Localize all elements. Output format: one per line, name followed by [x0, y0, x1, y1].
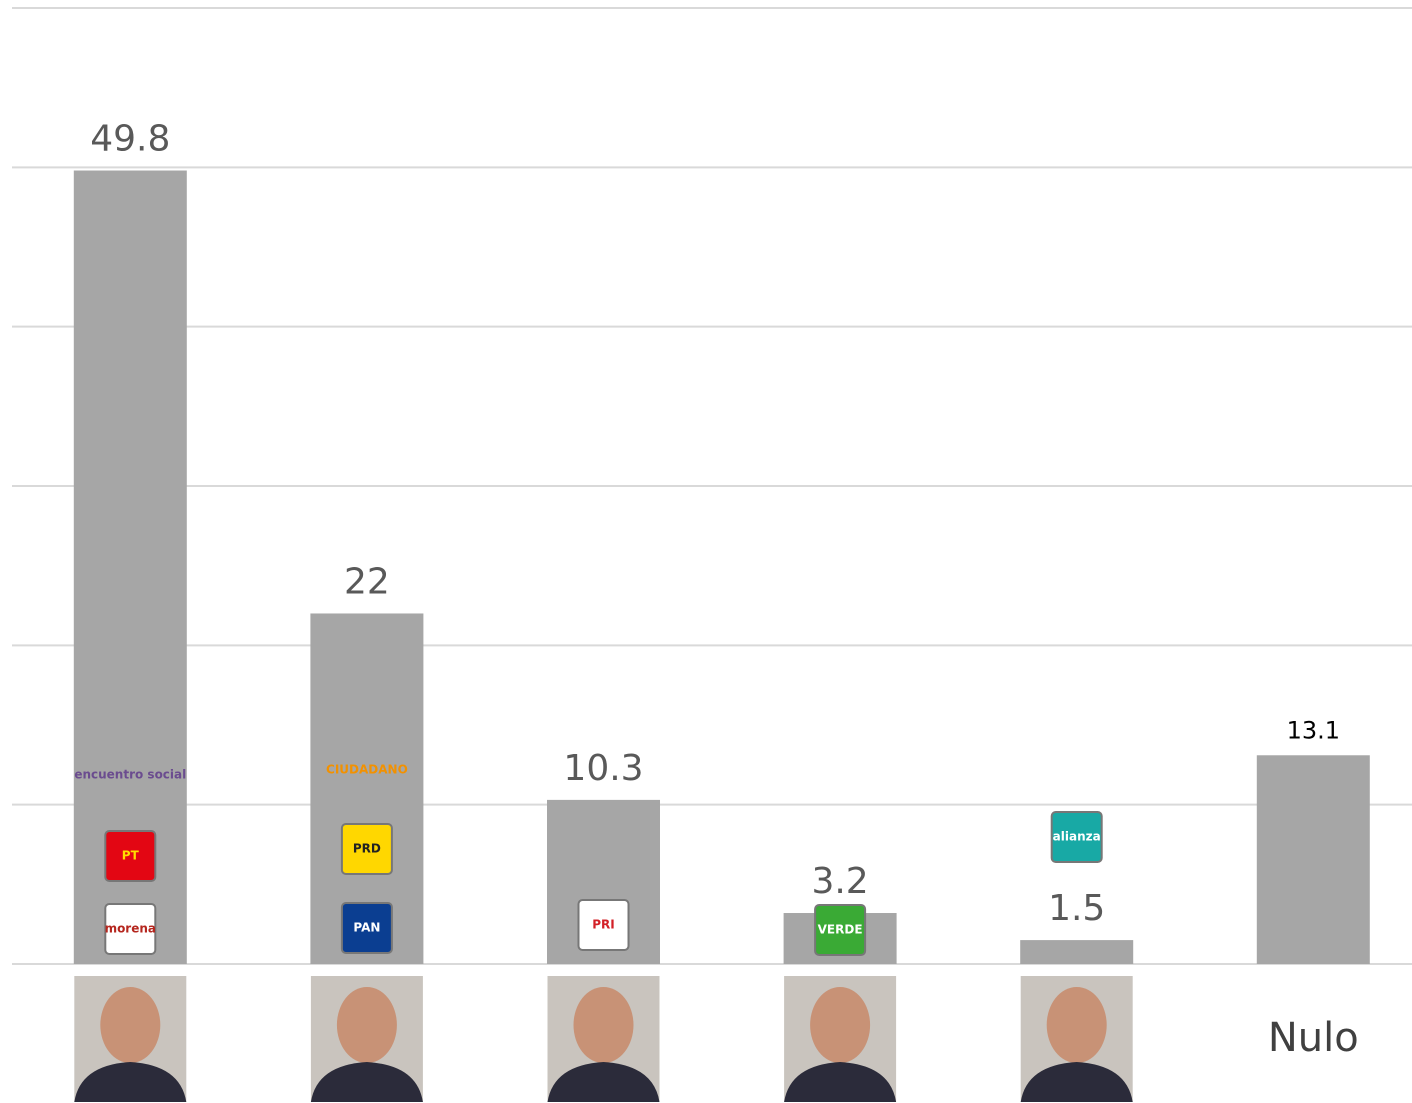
logo-box: [1050, 811, 1103, 863]
party-logo: PRD: [340, 823, 393, 875]
value-label: 3.2: [811, 861, 868, 902]
logo-box: [577, 899, 630, 951]
candidate-photo: [310, 976, 423, 1102]
logo-text: PRD: [353, 842, 381, 856]
photo-body: [74, 1062, 187, 1102]
bar: [1256, 755, 1370, 964]
logo-box: [814, 904, 867, 956]
photo-face: [573, 987, 634, 1063]
party-logo: PT: [104, 830, 157, 882]
logo-box: [340, 823, 393, 875]
photo-face: [1046, 987, 1107, 1063]
photo-face: [336, 987, 397, 1063]
x-tick-label: Nulo: [1268, 1015, 1359, 1061]
candidate-photo: [547, 976, 660, 1102]
photo-body: [784, 1062, 897, 1102]
logo-text: VERDE: [818, 923, 863, 937]
party-logo: PRI: [577, 899, 630, 951]
value-label: 13.1: [1287, 716, 1340, 744]
photo-body: [310, 1062, 423, 1102]
logo-box: [340, 902, 393, 954]
logo-text: alianza: [1053, 830, 1101, 844]
party-logo: PAN: [340, 902, 393, 954]
logo-text: morena: [105, 922, 156, 936]
logo-text: encuentro social: [74, 768, 186, 782]
bar: [1020, 940, 1134, 964]
photo-face: [810, 987, 871, 1063]
photo-face: [100, 987, 161, 1063]
candidate-photo: [784, 976, 897, 1102]
logo-text: CIUDADANO: [326, 763, 408, 777]
logo-box: [104, 903, 157, 955]
party-logo: CIUDADANO: [326, 763, 408, 777]
party-logo: alianza: [1050, 811, 1103, 863]
logo-text: PAN: [353, 921, 380, 935]
logo-text: PRI: [592, 918, 615, 932]
candidate-photo: [1020, 976, 1133, 1102]
photo-body: [1020, 1062, 1133, 1102]
candidate-photo: [74, 976, 187, 1102]
value-label: 49.8: [90, 119, 170, 160]
party-logo: VERDE: [814, 904, 867, 956]
party-logo: morena: [104, 903, 157, 955]
party-logo: encuentro social: [74, 768, 186, 782]
logo-text: PT: [122, 849, 140, 863]
value-label: 1.5: [1048, 888, 1105, 929]
logo-box: [104, 830, 157, 882]
value-label: 10.3: [563, 748, 643, 789]
photo-body: [547, 1062, 660, 1102]
value-label: 22: [344, 561, 390, 602]
